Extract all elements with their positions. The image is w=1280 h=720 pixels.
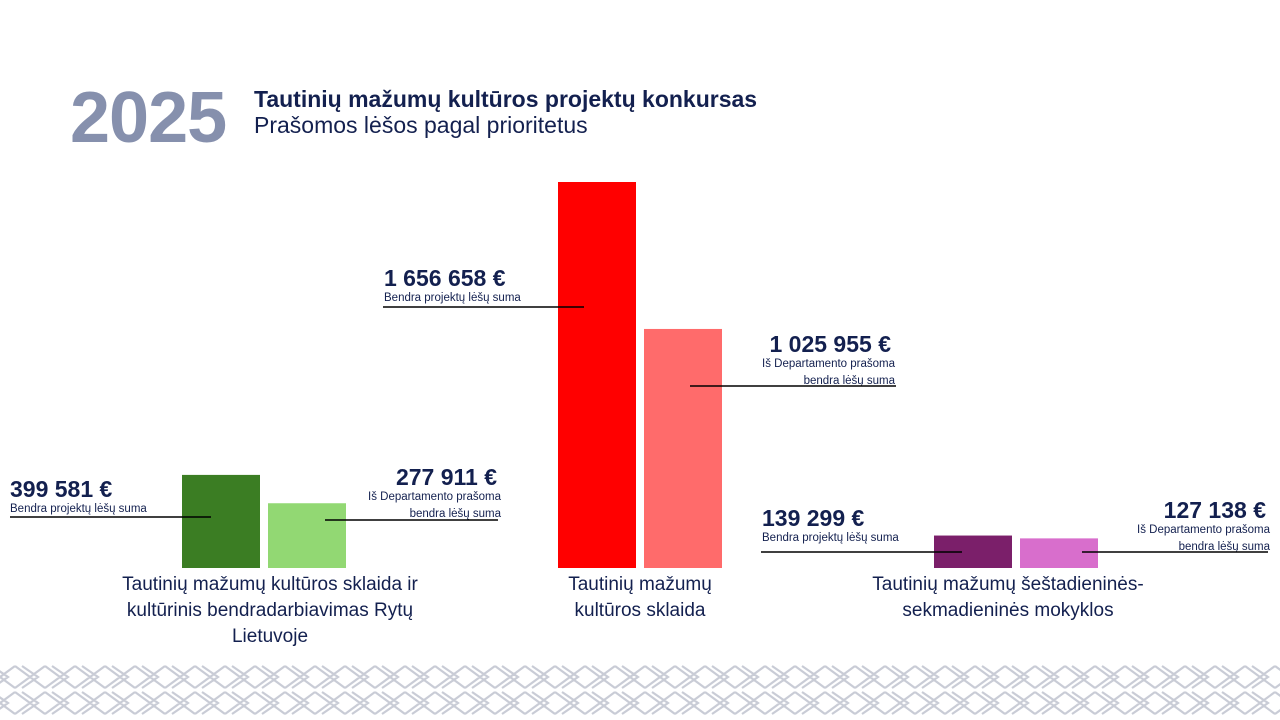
category-label-line: Tautinių mažumų kultūros sklaida ir — [122, 574, 418, 595]
bar-1-0 — [558, 182, 636, 568]
bar-0-0 — [182, 474, 260, 568]
series-note-1-1-1: bendra lėšų suma — [804, 375, 896, 387]
chart-title: Tautinių mažumų kultūros projektų konkur… — [254, 86, 758, 112]
bar-1-1 — [644, 328, 722, 568]
series-note-2-0-0: Bendra projektų lėšų suma — [762, 532, 899, 544]
category-label-1: Tautinių mažumų kultūros sklaida — [520, 572, 760, 624]
category-label-line: kultūros sklaida — [574, 600, 706, 621]
series-note-1-1-0: Iš Departamento prašoma — [762, 358, 896, 370]
series-note-0-1-0: Iš Departamento prašoma — [368, 491, 502, 503]
chart-subtitle: Prašomos lėšos pagal prioritetus — [254, 112, 588, 138]
category-label-line: Tautinių mažumų šeštadieninės- — [872, 574, 1144, 595]
series-note-1-0-0: Bendra projektų lėšų suma — [384, 292, 521, 304]
data-label-0-1: 277 911 € — [396, 464, 497, 490]
year-label: 2025 — [70, 78, 227, 158]
bar-2-1 — [1020, 538, 1098, 568]
decorative-border-pattern — [0, 665, 1280, 715]
category-label-line: Tautinių mažumų — [568, 574, 712, 595]
series-note-2-1-1: bendra lėšų suma — [1179, 541, 1271, 553]
series-note-2-1-0: Iš Departamento prašoma — [1137, 524, 1271, 536]
category-label-0: Tautinių mažumų kultūros sklaida ir kultū… — [90, 572, 450, 650]
category-label-line: kultūrinis bendradarbiavimas Rytų — [126, 600, 414, 621]
category-label-line: Lietuvoje — [231, 626, 309, 647]
data-label-0-0: 399 581 € — [10, 476, 113, 502]
series-note-0-0-0: Bendra projektų lėšų suma — [10, 503, 147, 515]
category-label-line: sekmadieninės mokyklos — [902, 600, 1114, 621]
bar-0-1 — [268, 503, 346, 568]
pattern-strokes — [0, 665, 1280, 715]
data-label-2-0: 139 299 € — [762, 505, 865, 531]
series-note-0-1-1: bendra lėšų suma — [410, 508, 502, 520]
data-label-1-1: 1 025 955 € — [769, 331, 891, 357]
data-label-1-0: 1 656 658 € — [384, 265, 506, 291]
data-label-2-1: 127 138 € — [1164, 497, 1267, 523]
category-label-2: Tautinių mažumų šeštadieninės-sekmadieni… — [838, 572, 1178, 624]
